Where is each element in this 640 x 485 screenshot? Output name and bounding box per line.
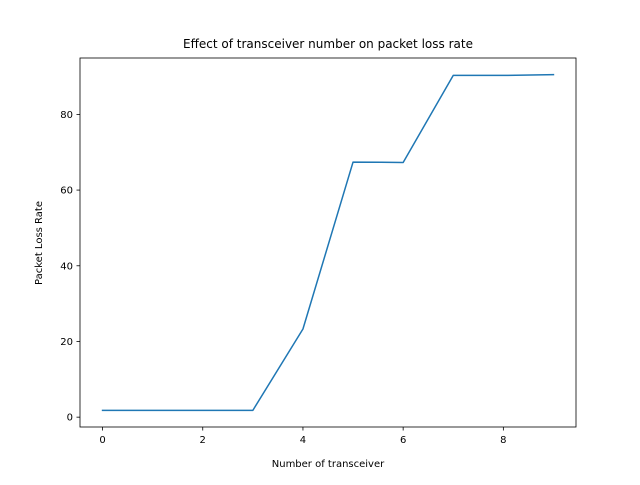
plot-area-frame [79,57,577,428]
x-tick-label: 0 [99,435,105,446]
x-tick-label: 6 [400,435,406,446]
y-tick-label: 60 [60,186,73,197]
x-axis-label: Number of transceiver [272,459,385,470]
x-tick-label: 8 [500,435,506,446]
y-tick-label: 20 [60,337,73,348]
y-axis-ticks: 0 20 40 60 80 [60,110,80,424]
y-tick-label: 40 [60,261,73,272]
x-axis-ticks: 0 2 4 6 8 [99,427,507,446]
x-tick-label: 2 [200,435,206,446]
series-line [101,73,555,412]
chart-title: Effect of transceiver number on packet l… [183,37,473,51]
y-axis-label: Packet Loss Rate [34,201,45,285]
y-tick-label: 80 [60,110,73,121]
x-tick-label: 4 [300,435,306,446]
y-tick-label: 0 [67,413,73,424]
